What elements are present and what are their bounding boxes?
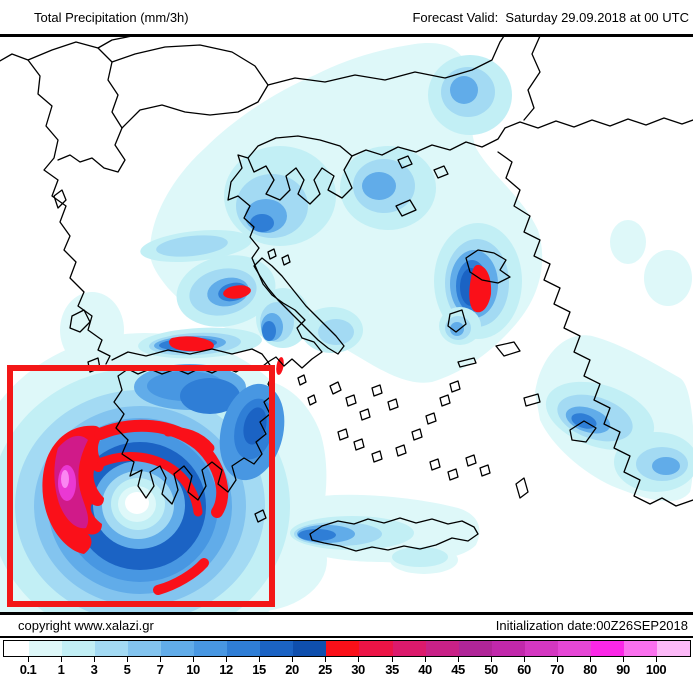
legend-label: 1	[57, 662, 65, 677]
heavy-rain-spot-lesbos	[469, 264, 492, 313]
cyclone-south-band	[153, 558, 209, 595]
legend-label: 100	[645, 662, 667, 677]
legend-segment	[95, 641, 129, 656]
heavy-rain-spot-corinth	[169, 336, 214, 352]
legend-label: 20	[285, 662, 299, 677]
legend-label: 25	[318, 662, 332, 677]
legend-label: 40	[418, 662, 432, 677]
legend-segment	[62, 641, 96, 656]
legend-label: 3	[90, 662, 98, 677]
heavy-rain-spots	[169, 264, 492, 375]
heavy-rain-spot-saronic	[276, 357, 284, 375]
legend-segment	[392, 641, 426, 656]
legend-segment	[491, 641, 525, 656]
legend-tick	[94, 657, 95, 662]
legend-segment	[161, 641, 195, 656]
cyclone-rainbands	[42, 419, 229, 595]
legend-tick	[491, 657, 492, 662]
legend-tick	[259, 657, 260, 662]
legend-label: 10	[186, 662, 200, 677]
legend-tick	[656, 657, 657, 662]
legend-tick	[590, 657, 591, 662]
legend-label: 50	[484, 662, 498, 677]
legend-tick	[193, 657, 194, 662]
precipitation-layer	[0, 43, 693, 657]
legend-tick	[458, 657, 459, 662]
legend-segment	[425, 641, 459, 656]
map-svg	[0, 35, 693, 657]
footer: copyright www.xalazi.gr Initialization d…	[0, 615, 693, 636]
legend-tick	[557, 657, 558, 662]
top-divider	[0, 34, 693, 37]
legend-label: 70	[550, 662, 564, 677]
legend-segment	[458, 641, 492, 656]
cyclone	[0, 364, 290, 644]
copyright-label: copyright www.xalazi.gr	[18, 618, 154, 633]
rhodes-coast	[569, 420, 597, 443]
legend-tick	[28, 657, 29, 662]
legend-label: 90	[616, 662, 630, 677]
legend-segment	[590, 641, 624, 656]
legend-label: 60	[517, 662, 531, 677]
legend-tick	[358, 657, 359, 662]
legend-segment	[4, 641, 29, 656]
legend-label: 12	[219, 662, 233, 677]
legend-tick	[292, 657, 293, 662]
footer-divider	[0, 612, 693, 615]
legend-label: 15	[252, 662, 266, 677]
legend-segment	[128, 641, 162, 656]
precipitation-map	[0, 35, 693, 657]
legend-segment	[260, 641, 294, 656]
legend-ticks	[3, 657, 689, 662]
legend-tick	[61, 657, 62, 662]
legend-tick	[623, 657, 624, 662]
lesbos-coast	[465, 249, 511, 284]
legend-segment	[359, 641, 393, 656]
legend-tick	[325, 657, 326, 662]
legend-segment	[524, 641, 558, 656]
peloponnese-coast	[113, 361, 275, 505]
legend-divider	[0, 636, 693, 638]
forecast-valid-label: Forecast Valid: Saturday 29.09.2018 at 0…	[412, 9, 689, 25]
legend-tick	[425, 657, 426, 662]
cyclone-highlight-box	[7, 365, 275, 607]
initialization-date-label: Initialization date:00Z26SEP2018	[495, 618, 688, 633]
legend-segment	[29, 641, 63, 656]
heavy-rain-spot-sporades	[223, 285, 251, 299]
legend-label: 5	[123, 662, 131, 677]
legend-tick	[226, 657, 227, 662]
legend-segment	[557, 641, 591, 656]
legend-segment	[227, 641, 261, 656]
legend-label: 35	[385, 662, 399, 677]
legend-labels: 0.1 1 3 5 7 10 12 15 20 25 30 35 40 45 50 60 70 80 90 100	[3, 662, 689, 678]
cyclone-eye	[125, 492, 149, 514]
legend-label: 80	[583, 662, 597, 677]
legend-label: 0.1	[19, 662, 37, 677]
legend-segment	[293, 641, 327, 656]
legend-label: 45	[451, 662, 465, 677]
legend-tick	[127, 657, 128, 662]
legend-label: 7	[156, 662, 164, 677]
legend-tick	[524, 657, 525, 662]
coastlines	[0, 35, 693, 552]
header: Total Precipitation (mm/3h) Forecast Val…	[0, 0, 693, 34]
legend-tick	[160, 657, 161, 662]
legend-segment	[326, 641, 360, 656]
legend-label: 30	[351, 662, 365, 677]
page-title: Total Precipitation (mm/3h)	[34, 9, 189, 25]
legend-segment	[194, 641, 228, 656]
crete-coast	[309, 517, 479, 552]
legend-tick	[392, 657, 393, 662]
legend-bar	[3, 640, 691, 657]
legend-segment	[656, 641, 690, 656]
legend-segment	[623, 641, 657, 656]
